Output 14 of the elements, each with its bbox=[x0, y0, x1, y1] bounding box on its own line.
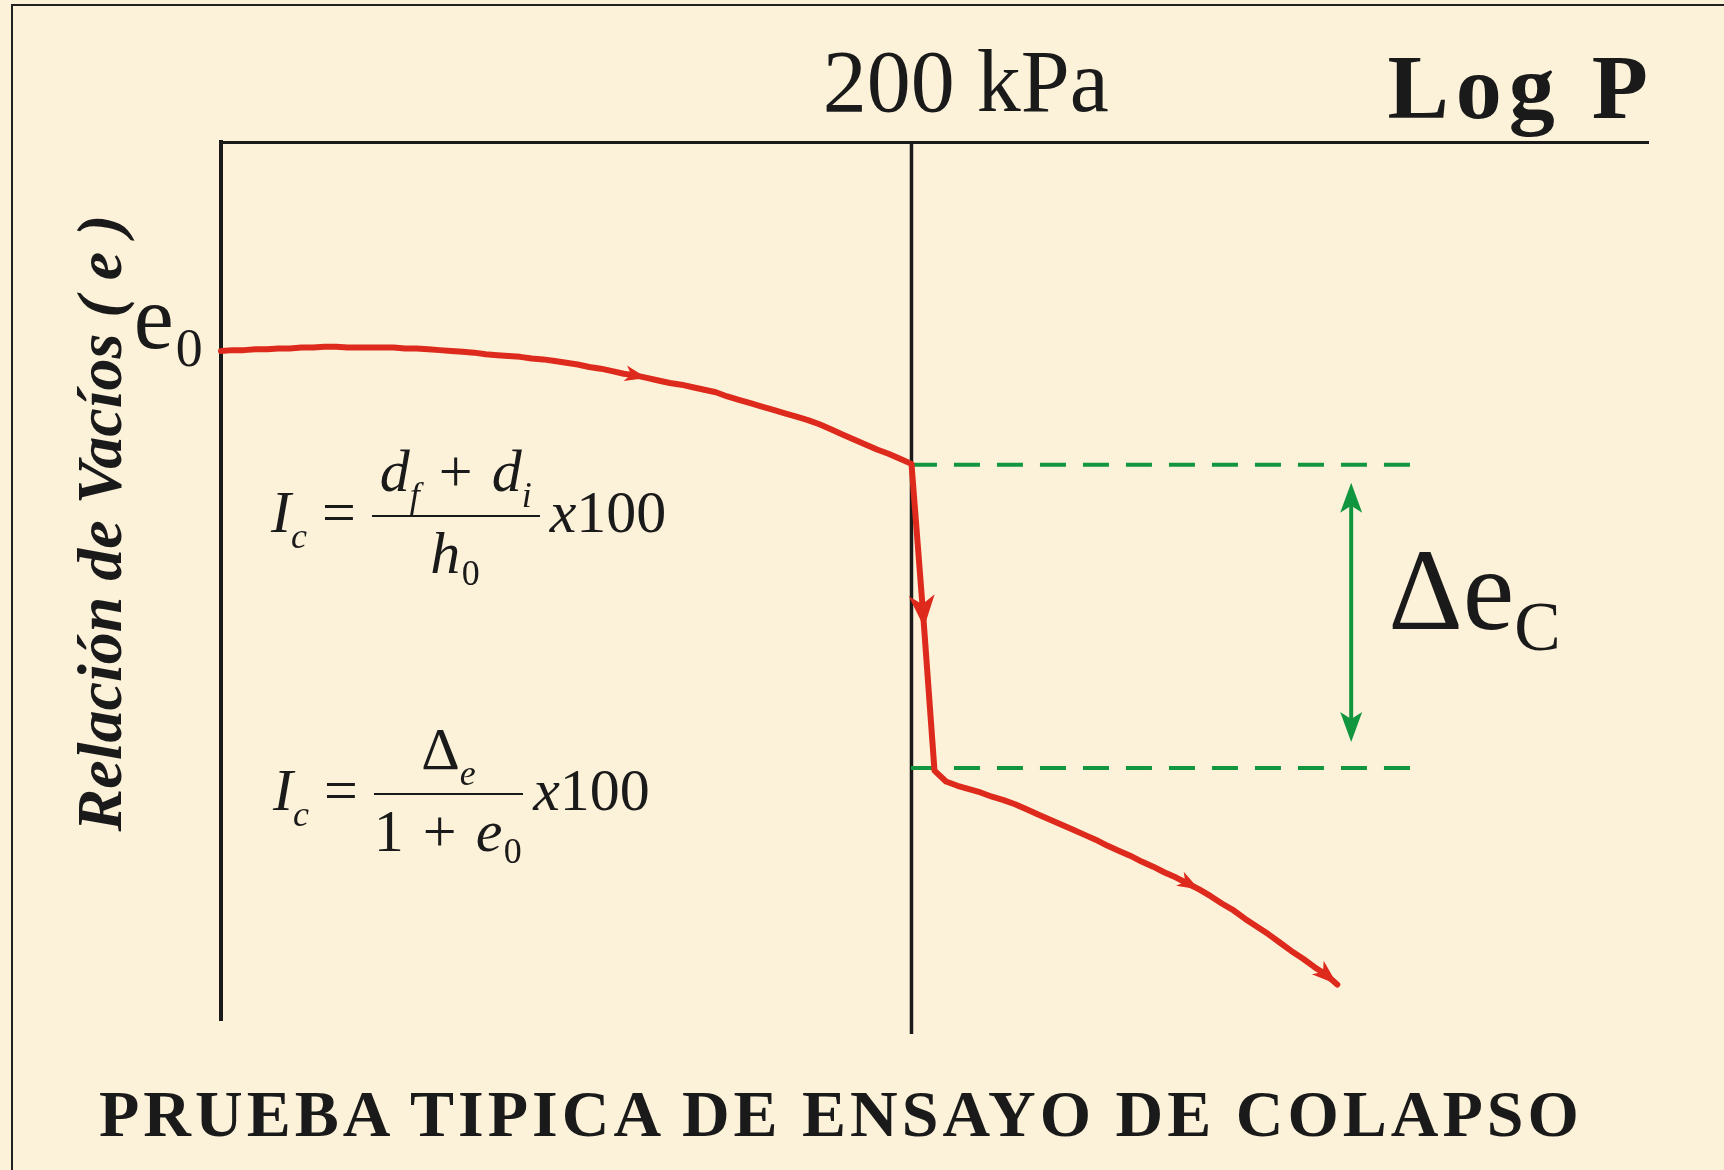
annotation: 1 + e₀ bbox=[373, 797, 524, 864]
text: e₀ bbox=[133, 267, 205, 367]
annotation: x100 bbox=[533, 757, 650, 823]
annotation: I$_{c}$ = bbox=[273, 757, 358, 835]
x-axis-title: Log P bbox=[1387, 36, 1655, 138]
annotation: Δe$_{C}$ bbox=[1388, 526, 1561, 666]
text: PRUEBA TIPICA DE ENSAYO DE COLAPSO bbox=[99, 1077, 1583, 1150]
annotation: x100 bbox=[549, 479, 667, 545]
annotation: h₀ bbox=[429, 519, 483, 586]
text: 200 kPa bbox=[822, 33, 1109, 130]
annotation: d$_{f}$ + d$_{i}$ bbox=[371, 438, 540, 517]
annotation: Δ$_{e}$ bbox=[373, 716, 524, 795]
y-axis-title: Relación de Vacíos ( e ) bbox=[64, 214, 135, 832]
annotation: I$_{c}$ = bbox=[271, 479, 356, 557]
